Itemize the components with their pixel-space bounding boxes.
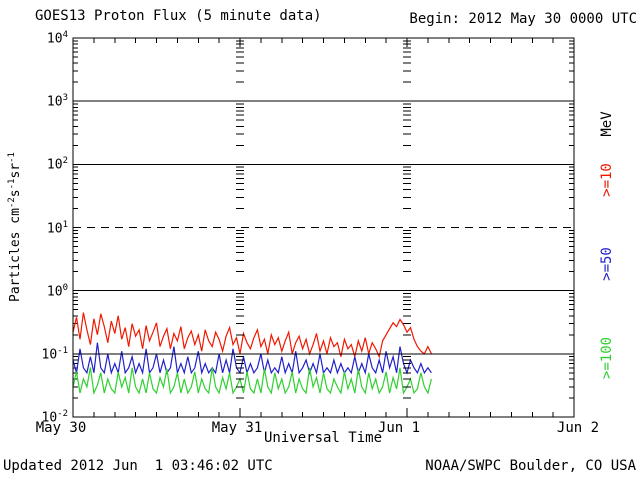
y-tick-label-1e4: 104 <box>46 30 68 47</box>
x-day-label-2: Jun 1 <box>377 420 421 436</box>
energy-label-100: >=100 <box>599 336 615 380</box>
chart-title: GOES13 Proton Flux (5 minute data) <box>35 8 322 24</box>
energy-label-50: >=50 <box>599 247 615 281</box>
y-tick-label-1e2: 102 <box>46 156 68 173</box>
x-day-label-0: May 30 <box>35 420 87 436</box>
x-day-label-1: May 31 <box>211 420 263 436</box>
updated-timestamp: Updated 2012 Jun 1 03:46:02 UTC <box>3 458 273 474</box>
y-tick-label-1e1: 101 <box>46 219 68 236</box>
x-day-label-3: Jun 2 <box>556 420 600 436</box>
y-tick-label-1e-2: 10-2 <box>41 409 69 426</box>
y-tick-label-1e3: 103 <box>46 93 68 110</box>
series-path-2-100mev <box>72 367 432 396</box>
plot-frame <box>72 37 575 418</box>
energy-label-10: >=10 <box>599 163 615 197</box>
series-path-1-50mev <box>72 342 432 376</box>
y-tick-label-1e0: 100 <box>46 282 68 299</box>
y-tick-label-1e-1: 10-1 <box>41 345 69 363</box>
x-axis-title: Universal Time <box>263 430 383 446</box>
energy-label-mev: MeV <box>599 111 615 137</box>
begin-time-label: Begin: 2012 May 30 0000 UTC <box>409 11 637 27</box>
series-path-0-10mev <box>72 312 432 359</box>
source-credit: NOAA/SWPC Boulder, CO USA <box>425 458 636 474</box>
y-axis-title: Particles cm-2s-1sr-1 <box>6 152 24 302</box>
